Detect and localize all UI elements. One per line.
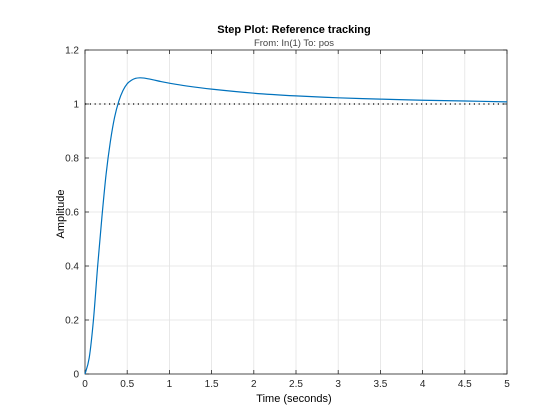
y-tick-label: 1 — [73, 100, 79, 111]
x-tick-label: 0 — [82, 379, 88, 390]
x-tick-label: 3.5 — [373, 379, 387, 390]
x-tick-label: 1 — [167, 379, 173, 390]
y-tick-label: 1.2 — [65, 46, 79, 57]
grid-lines — [84, 49, 508, 375]
chart-subtitle: From: In(1) To: pos — [254, 38, 334, 49]
x-tick-label: 4 — [420, 379, 426, 390]
x-tick-label: 4.5 — [458, 379, 472, 390]
x-tick-label: 3 — [335, 379, 341, 390]
x-tick-label: 2 — [251, 379, 257, 390]
chart-title: Step Plot: Reference tracking — [217, 24, 370, 36]
x-tick-label: 1.5 — [205, 379, 219, 390]
series-line-step-response — [84, 77, 508, 375]
x-tick-label: 0.5 — [120, 379, 134, 390]
y-tick-label: 0 — [73, 370, 79, 381]
y-axis-label: Amplitude — [55, 190, 67, 239]
y-tick-label: 0.8 — [65, 154, 79, 165]
x-tick-labels: 0 0.5 1 1.5 2 2.5 3 3.5 4 4.5 5 — [82, 379, 510, 390]
axis-ticks — [84, 49, 508, 375]
y-tick-label: 0.6 — [65, 208, 79, 219]
y-tick-label: 0.4 — [65, 262, 79, 273]
x-axis-label: Time (seconds) — [256, 393, 331, 405]
y-tick-labels: 0 0.2 0.4 0.6 0.8 1 1.2 — [65, 46, 79, 381]
x-tick-label: 5 — [504, 379, 510, 390]
x-tick-label: 2.5 — [289, 379, 303, 390]
y-tick-label: 0.2 — [65, 316, 79, 327]
